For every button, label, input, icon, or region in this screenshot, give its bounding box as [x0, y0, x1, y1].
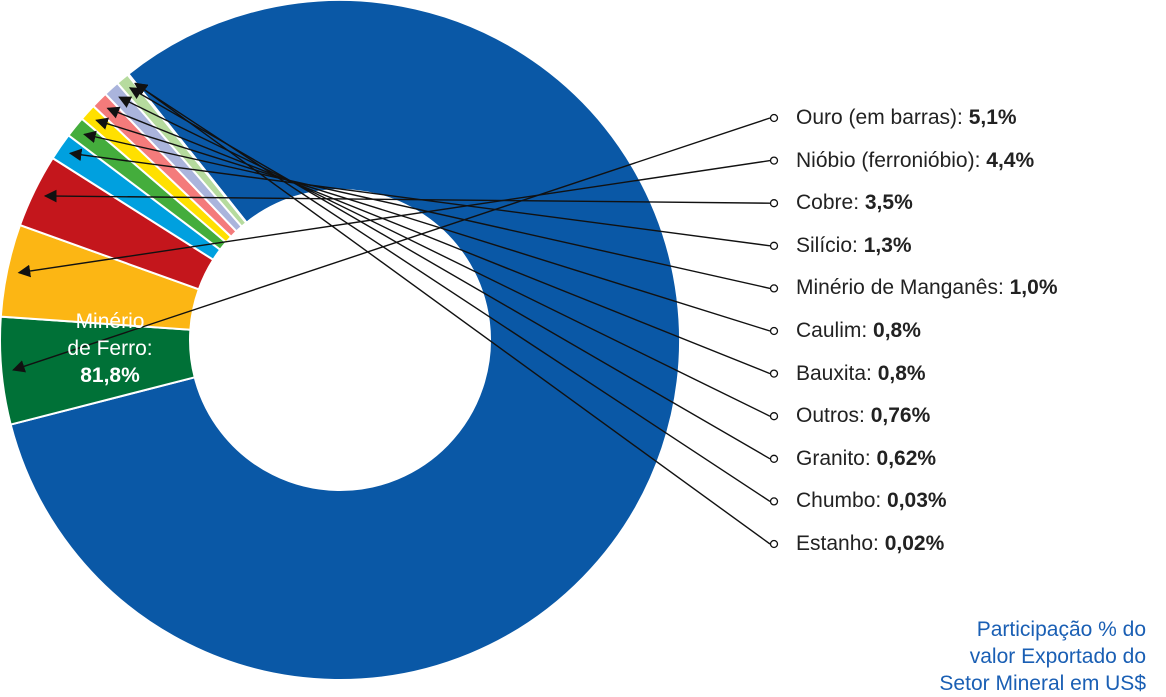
label-estanho: Estanho: 0,02%	[796, 532, 944, 556]
label-name-caulim: Caulim:	[796, 319, 874, 342]
label-name-minerio-de-manganes: Minério de Manganês:	[796, 276, 1010, 300]
leader-dot-granito	[769, 454, 779, 463]
label-name-ouro-em-barras: Ouro (em barras):	[796, 106, 969, 129]
label-value-chumbo: 0,03%	[887, 489, 947, 513]
leader-line-niobio-ferroniobio	[17, 159, 771, 278]
label-name-bauxita: Bauxita:	[796, 361, 878, 385]
label-bauxita: Bauxita: 0,8%	[796, 362, 926, 386]
main-slice-label-line2: de Ferro:	[67, 337, 153, 360]
slice-minerio-de-ferro	[9, 0, 681, 681]
leader-line-silicio	[68, 148, 771, 247]
leader-line-cobre	[43, 189, 771, 204]
chart-note: Participação % do valor Exportado do Set…	[939, 616, 1146, 697]
label-ouro-em-barras: Ouro (em barras): 5,1%	[796, 106, 1017, 130]
label-value-caulim: 0,8%	[873, 319, 921, 342]
leader-dot-chumbo	[769, 497, 779, 506]
label-granito: Granito: 0,62%	[796, 447, 936, 471]
label-value-granito: 0,62%	[876, 446, 937, 470]
leader-dot-bauxita	[769, 369, 779, 378]
label-name-chumbo: Chumbo:	[796, 489, 888, 513]
leader-dot-outros	[769, 412, 779, 421]
note-line-3: Setor Mineral em US$	[939, 672, 1146, 695]
label-value-ouro-em-barras: 5,1%	[968, 106, 1017, 129]
label-value-niobio-ferroniobio: 4,4%	[986, 148, 1035, 172]
leader-line-minerio-de-manganes	[83, 130, 771, 290]
label-name-outros: Outros:	[796, 404, 871, 428]
main-slice-label: Minério de Ferro: 81,8%	[40, 308, 180, 389]
label-value-cobre: 3,5%	[864, 191, 913, 215]
label-value-outros: 0,76%	[870, 404, 931, 428]
label-name-silicio: Silício:	[796, 233, 864, 257]
leader-line-chumbo	[134, 82, 771, 502]
label-value-bauxita: 0,8%	[877, 361, 926, 385]
leader-dot-niobio-ferroniobio	[769, 156, 779, 165]
label-minerio-de-manganes: Minério de Manganês: 1,0%	[796, 276, 1058, 300]
leader-line-bauxita	[106, 106, 771, 375]
label-cobre: Cobre: 3,5%	[796, 191, 913, 215]
leader-line-ouro-em-barras	[12, 117, 771, 373]
main-slice-label-line1: Minério	[75, 310, 145, 333]
label-name-granito: Granito:	[796, 446, 877, 470]
leader-dot-ouro-em-barras	[769, 113, 779, 123]
label-caulim: Caulim: 0,8%	[796, 319, 921, 343]
leader-dot-silicio	[769, 241, 779, 250]
label-value-estanho: 0,02%	[884, 532, 945, 555]
leader-line-estanho	[134, 82, 771, 545]
label-niobio-ferroniobio: Nióbio (ferronióbio): 4,4%	[796, 149, 1034, 173]
leader-dot-cobre	[769, 199, 779, 208]
label-outros: Outros: 0,76%	[796, 404, 930, 428]
main-slice-label-value: 81,8%	[80, 364, 140, 387]
leader-line-caulim	[95, 117, 771, 332]
leader-dot-minerio-de-manganes	[769, 284, 779, 293]
label-silicio: Silício: 1,3%	[796, 234, 912, 258]
label-value-minerio-de-manganes: 1,0%	[1009, 276, 1058, 300]
label-name-cobre: Cobre:	[796, 191, 865, 215]
leader-dot-estanho	[769, 539, 779, 549]
note-line-1: Participação % do	[976, 618, 1146, 641]
label-name-estanho: Estanho:	[796, 532, 885, 555]
label-chumbo: Chumbo: 0,03%	[796, 489, 947, 513]
note-line-2: valor Exportado do	[969, 645, 1146, 668]
label-value-silicio: 1,3%	[863, 233, 912, 257]
label-name-niobio-ferroniobio: Nióbio (ferronióbio):	[796, 148, 987, 172]
leader-dot-caulim	[769, 326, 779, 336]
